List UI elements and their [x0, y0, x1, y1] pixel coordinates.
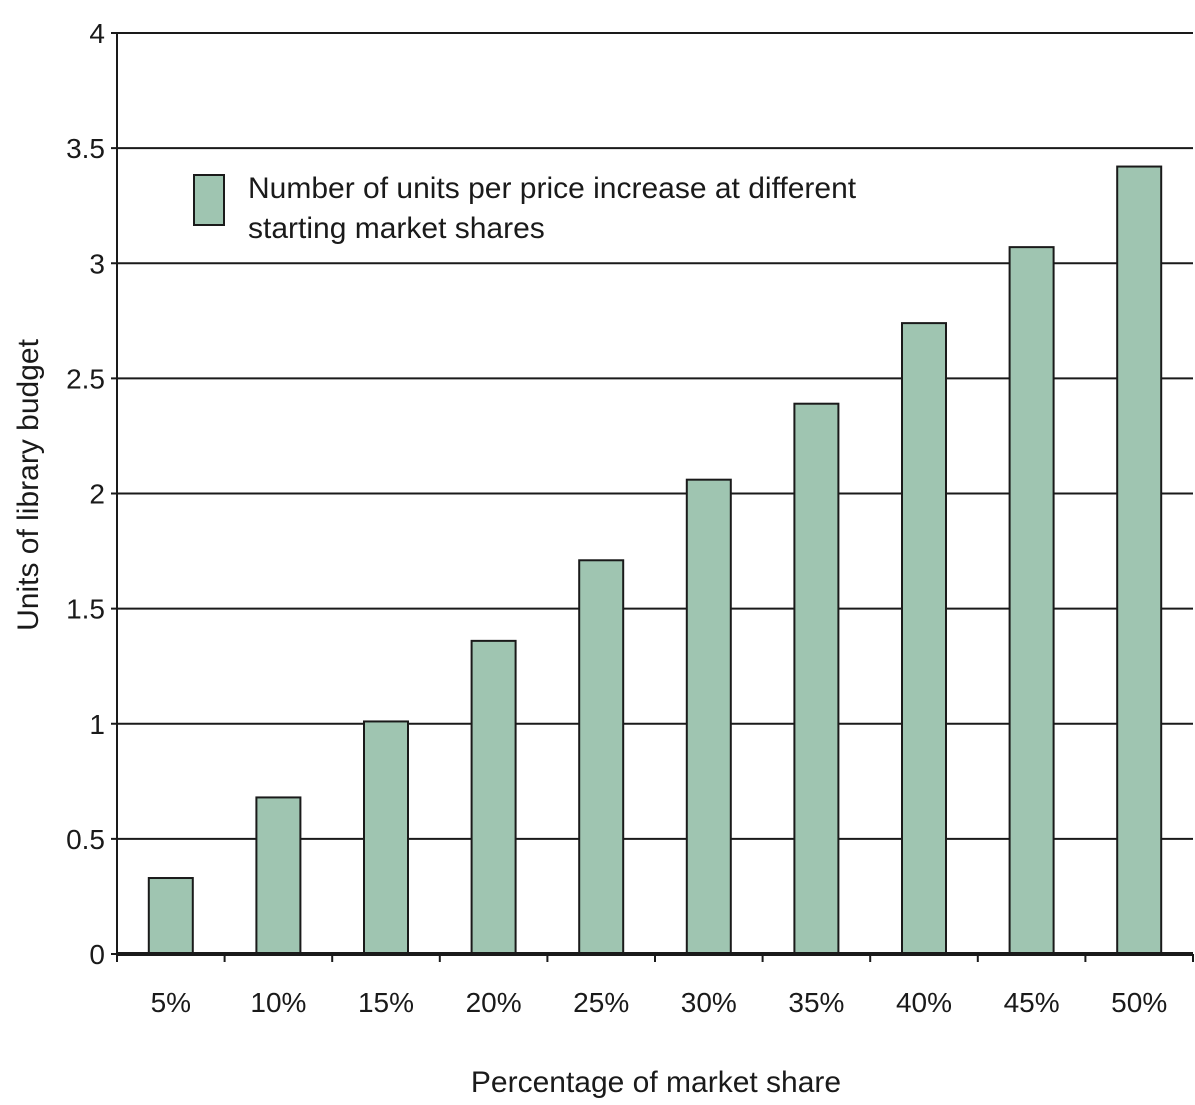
x-tick-label: 10% — [250, 987, 306, 1018]
bar-5pct — [147, 877, 194, 956]
bars — [147, 165, 1163, 956]
x-tick-label: 5% — [151, 987, 191, 1018]
y-axis-title: Units of library budget — [12, 338, 45, 630]
x-tick-label: 45% — [1004, 987, 1060, 1018]
legend-label-line-2: starting market shares — [248, 212, 545, 245]
y-tick-labels: 0 0.5 1 1.5 2 2.5 3 3.5 4 — [66, 18, 117, 970]
y-tick-label: 0 — [89, 939, 105, 970]
y-tick-label: 1 — [89, 709, 105, 740]
y-tick-label: 0.5 — [66, 824, 105, 855]
y-tick-label: 1.5 — [66, 594, 105, 625]
x-tick-label: 30% — [681, 987, 737, 1018]
y-tick-label: 3.5 — [66, 133, 105, 164]
legend: Number of units per price increase at di… — [193, 172, 857, 245]
gridlines — [117, 32, 1193, 840]
y-tick-label: 2 — [89, 479, 105, 510]
bar-10pct — [255, 796, 302, 955]
x-tick-label: 20% — [466, 987, 522, 1018]
bar-20pct — [470, 639, 517, 955]
bar-35pct — [793, 402, 840, 955]
bar-45pct — [1008, 246, 1055, 955]
x-tick-labels: 5% 10% 15% 20% 25% 30% 35% 40% 45% 50% — [116, 954, 1194, 1018]
bar-15pct — [363, 720, 409, 956]
x-tick-label: 25% — [573, 987, 629, 1018]
y-tick-label: 2.5 — [66, 363, 105, 394]
bar-30pct — [685, 478, 732, 955]
x-axis-title: Percentage of market share — [471, 1066, 841, 1099]
legend-swatch — [193, 174, 225, 226]
y-tick-label: 4 — [89, 18, 105, 49]
x-tick-label: 15% — [358, 987, 414, 1018]
y-tick-label: 3 — [89, 248, 105, 279]
legend-label-line-1: Number of units per price increase at di… — [248, 172, 857, 205]
bar-40pct — [901, 322, 947, 955]
x-tick-label: 35% — [788, 987, 844, 1018]
bar-50pct — [1116, 165, 1163, 956]
x-tick-label: 50% — [1111, 987, 1167, 1018]
x-tick-label: 40% — [896, 987, 952, 1018]
bar-25pct — [578, 559, 625, 956]
